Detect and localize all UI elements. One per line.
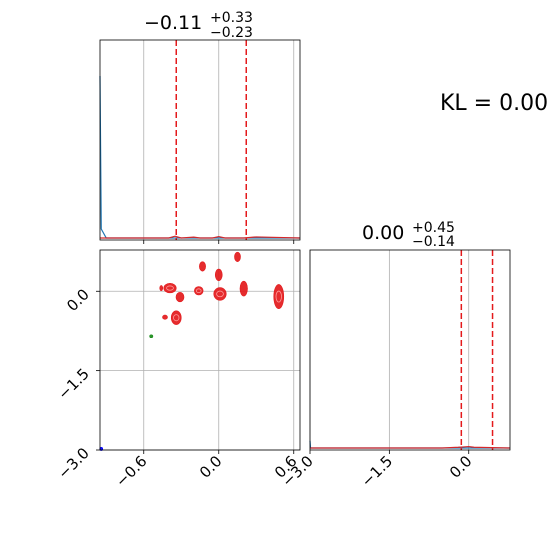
marginal-y-tick-label: −1.5 [358, 452, 396, 490]
joint-y-tick-label: −1.5 [54, 365, 92, 403]
joint-grid [100, 250, 300, 451]
joint-contour-level [216, 290, 224, 298]
marginal-y-tick-label: 0.0 [446, 452, 476, 482]
marginal-y-frame [309, 249, 511, 451]
joint-contour-level [166, 285, 174, 291]
joint-contours [99, 251, 285, 451]
joint-contour-blob [159, 285, 164, 292]
joint-contour-blob [163, 283, 177, 294]
marginal-x-series [99, 75, 301, 239]
marginal-x-ticks [143, 240, 295, 244]
joint-y-tick-label: −3.0 [54, 444, 92, 482]
marginal-y-panel: −3.0 −1.5 0.0 0.00 +0.45 −0.14 [278, 220, 511, 491]
marginal-x-title-value: −0.11 [144, 12, 202, 34]
marginal-y-title-upper: +0.45 [412, 220, 455, 236]
marginal-y-title-value: 0.00 [362, 222, 404, 244]
joint-contour-blob [149, 334, 154, 339]
marginal-x-title-upper: +0.33 [210, 10, 253, 26]
joint-y-tick-label: 0.0 [63, 285, 93, 315]
joint-contour-level [275, 290, 282, 303]
marginal-y-series [309, 440, 511, 449]
marginal-y-quantiles [460, 250, 494, 450]
joint-contour-blob [234, 251, 241, 262]
joint-x-tick-label: −0.6 [112, 452, 150, 490]
marginal-y-grid [309, 250, 470, 450]
marginal-x-quantiles [175, 40, 247, 240]
joint-contour-level [195, 288, 202, 294]
marginal-y-title-lower: −0.14 [412, 234, 455, 250]
joint-panel: −0.6 0.0 0.6−3.0−1.50.0 [54, 249, 301, 491]
joint-contour-blob [239, 280, 248, 297]
joint-contour-blob [162, 314, 168, 320]
kl-divergence-label: KL = 0.00 [440, 91, 548, 116]
marginal-x-series-line [99, 75, 300, 239]
joint-contour-blob [194, 286, 204, 296]
marginal-x-frame [99, 39, 301, 241]
marginal-x-title-lower: −0.23 [210, 25, 253, 41]
joint-contour-blob [273, 284, 285, 310]
joint-x-tick-label: 0.0 [196, 452, 226, 482]
marginal-x-panel: −0.11 +0.33 −0.23 [99, 10, 301, 244]
joint-contour-blob [199, 261, 206, 272]
joint-contour-blob [170, 310, 182, 325]
joint-contour-blob [213, 287, 227, 301]
marginal-x-series-line [100, 235, 301, 239]
marginal-y-ticks: −3.0 −1.5 0.0 [278, 450, 476, 491]
marginal-x-grid [143, 40, 295, 240]
marginal-y-series-line [310, 445, 511, 449]
joint-frame [99, 249, 301, 451]
joint-contour-blob [175, 292, 185, 303]
joint-contour-level [173, 314, 180, 322]
joint-contour-blob [214, 268, 223, 281]
